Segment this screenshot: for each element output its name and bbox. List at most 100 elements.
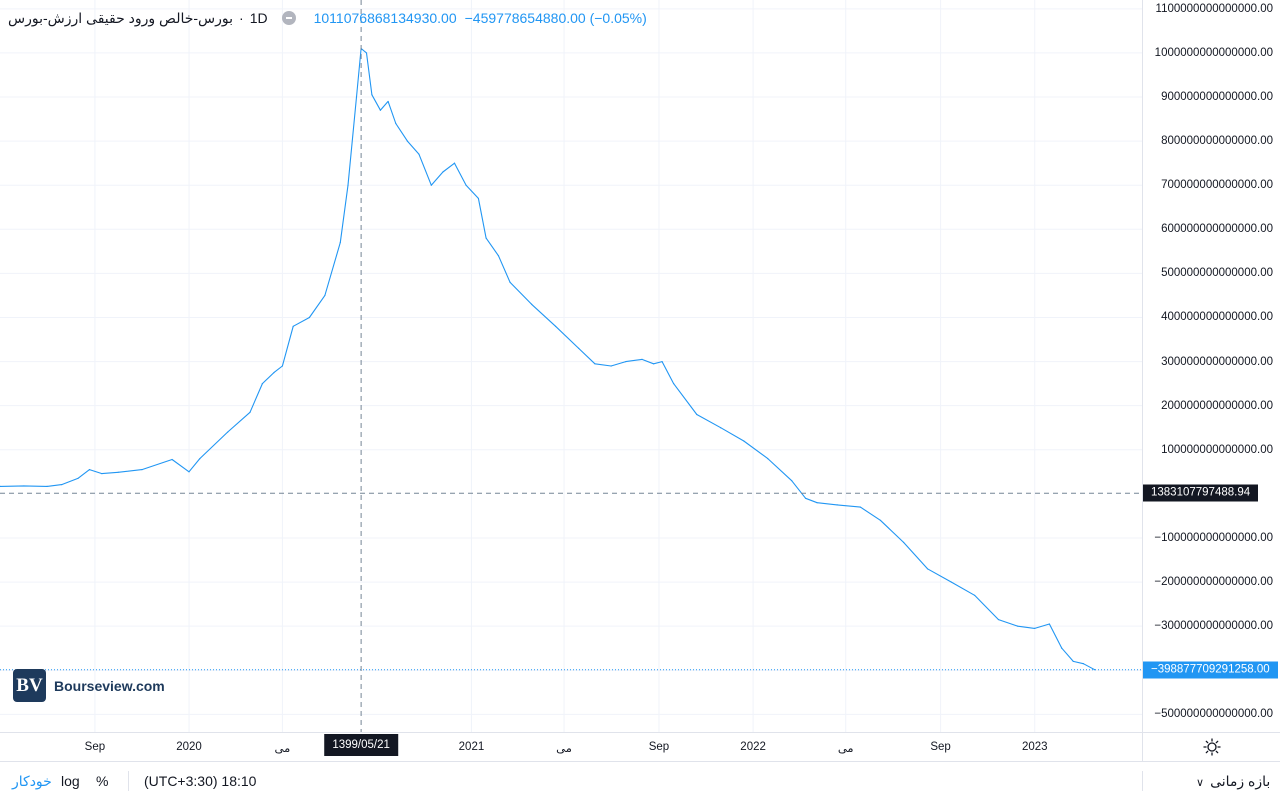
data-point bbox=[1072, 660, 1074, 663]
data-point bbox=[249, 411, 251, 413]
data-point bbox=[625, 360, 627, 363]
data-point bbox=[199, 458, 201, 460]
data-point bbox=[0, 485, 1, 487]
y-tick-label: 100000000000000.00 bbox=[1161, 443, 1273, 456]
data-point bbox=[902, 541, 905, 543]
data-point bbox=[673, 383, 675, 385]
time-range-label: بازه زمانی bbox=[1210, 773, 1271, 789]
data-point bbox=[791, 480, 793, 482]
auto-scale-button[interactable]: خودکار bbox=[12, 773, 52, 789]
data-point bbox=[973, 594, 976, 596]
crosshair-date-label: 1399/05/21 bbox=[324, 734, 398, 756]
data-point bbox=[594, 363, 596, 365]
data-point bbox=[339, 241, 341, 244]
data-point bbox=[816, 502, 818, 504]
data-point bbox=[418, 153, 420, 155]
data-point bbox=[273, 372, 275, 374]
price-scale[interactable]: 1100000000000000.00 1000000000000000.00 90… bbox=[1142, 0, 1280, 732]
data-point bbox=[1017, 625, 1019, 627]
data-point bbox=[859, 506, 861, 508]
data-point bbox=[926, 568, 929, 570]
data-point bbox=[292, 325, 294, 327]
legend-value: 1011076868134930.00 bbox=[313, 10, 457, 26]
interval-label[interactable]: 1D bbox=[249, 10, 268, 26]
data-point bbox=[88, 469, 91, 471]
y-tick-label: 900000000000000.00 bbox=[1161, 91, 1273, 103]
data-point bbox=[720, 427, 722, 429]
legend-separator: · bbox=[239, 10, 244, 26]
y-tick-label: 400000000000000.00 bbox=[1161, 311, 1273, 324]
data-point bbox=[1082, 663, 1084, 665]
watermark-text: Bourseview.com bbox=[54, 677, 165, 694]
settings-sun-icon[interactable] bbox=[1203, 738, 1221, 756]
crosshair-price-label: 1383107797488.94 bbox=[1143, 484, 1259, 502]
y-tick-label: 1000000000000000.00 bbox=[1154, 46, 1273, 59]
data-point bbox=[578, 347, 580, 349]
data-point bbox=[406, 140, 409, 142]
x-tick-label: 2023 bbox=[1021, 741, 1048, 753]
minus-icon[interactable] bbox=[281, 11, 296, 25]
y-tick-label: −500000000000000.00 bbox=[1154, 708, 1273, 721]
data-point bbox=[610, 365, 612, 367]
data-point bbox=[767, 458, 769, 460]
data-point bbox=[387, 100, 389, 103]
series-line bbox=[0, 47, 1096, 671]
y-tick-label: 1100000000000000.00 bbox=[1155, 2, 1273, 15]
log-scale-button[interactable]: log bbox=[61, 773, 80, 789]
x-tick-label: 2021 bbox=[458, 741, 485, 753]
x-tick-label: 2022 bbox=[740, 741, 766, 753]
plot-svg bbox=[0, 0, 1142, 732]
chevron-down-icon: ∨ bbox=[1196, 777, 1205, 789]
data-point bbox=[465, 184, 467, 186]
time-range-button[interactable]: ∨ بازه زمانی bbox=[1196, 773, 1270, 790]
time-scale[interactable]: Sep 2020 می 2021 می Sep 2022 می Sep 2023 bbox=[0, 732, 1142, 761]
data-point bbox=[379, 109, 382, 111]
data-point bbox=[188, 471, 190, 473]
data-point bbox=[1061, 647, 1063, 649]
data-point bbox=[485, 237, 487, 239]
data-point bbox=[395, 122, 397, 125]
y-tick-label: −300000000000000.00 bbox=[1154, 620, 1273, 633]
x-tick-label: 2020 bbox=[176, 741, 202, 753]
data-point bbox=[696, 413, 698, 416]
data-point bbox=[261, 383, 263, 385]
y-tick-label: 800000000000000.00 bbox=[1161, 135, 1273, 148]
data-point bbox=[661, 360, 663, 363]
percent-scale-button[interactable]: % bbox=[96, 773, 109, 789]
bottom-toolbar: خودکار log % (UTC+3:30) 18:10 ∨ بازه زمان… bbox=[0, 761, 1280, 801]
data-point bbox=[77, 477, 79, 480]
data-point bbox=[171, 458, 173, 461]
y-tick-label: −100000000000000.00 bbox=[1154, 531, 1273, 544]
data-point bbox=[141, 469, 143, 471]
last-price-label: −398877709291258.00 bbox=[1143, 661, 1278, 679]
data-point bbox=[997, 618, 1000, 621]
data-point bbox=[836, 504, 838, 506]
data-point bbox=[46, 485, 48, 487]
x-tick-label: Sep bbox=[930, 741, 951, 753]
data-point bbox=[531, 303, 533, 305]
data-point bbox=[879, 519, 882, 521]
data-point bbox=[453, 162, 456, 164]
data-point bbox=[1048, 623, 1051, 625]
data-point bbox=[365, 52, 368, 54]
symbol-title[interactable]: بورس-خالص ورود حقیقی ارزش-بورس bbox=[8, 9, 234, 26]
toolbar-divider bbox=[1142, 771, 1143, 791]
timezone-button[interactable]: (UTC+3:30) 18:10 bbox=[144, 773, 257, 789]
data-point bbox=[497, 255, 500, 257]
x-tick-label: می bbox=[556, 743, 572, 755]
y-tick-label: 300000000000000.00 bbox=[1161, 355, 1273, 368]
data-point bbox=[61, 484, 63, 486]
bourseview-logo: BV bbox=[13, 669, 46, 702]
x-tick-label: Sep bbox=[648, 741, 670, 753]
data-point bbox=[442, 171, 444, 173]
data-point bbox=[430, 184, 432, 186]
data-point bbox=[743, 440, 745, 442]
watermark: BV Bourseview.com bbox=[13, 669, 165, 702]
chart-area[interactable]: بورس-خالص ورود حقیقی ارزش-بورس · 1D 1011… bbox=[0, 0, 1142, 732]
data-point bbox=[227, 431, 229, 433]
y-tick-label: 500000000000000.00 bbox=[1161, 267, 1273, 280]
data-point bbox=[652, 363, 655, 365]
data-point bbox=[641, 358, 643, 360]
x-tick-label: Sep bbox=[84, 741, 106, 753]
data-point bbox=[23, 485, 25, 487]
